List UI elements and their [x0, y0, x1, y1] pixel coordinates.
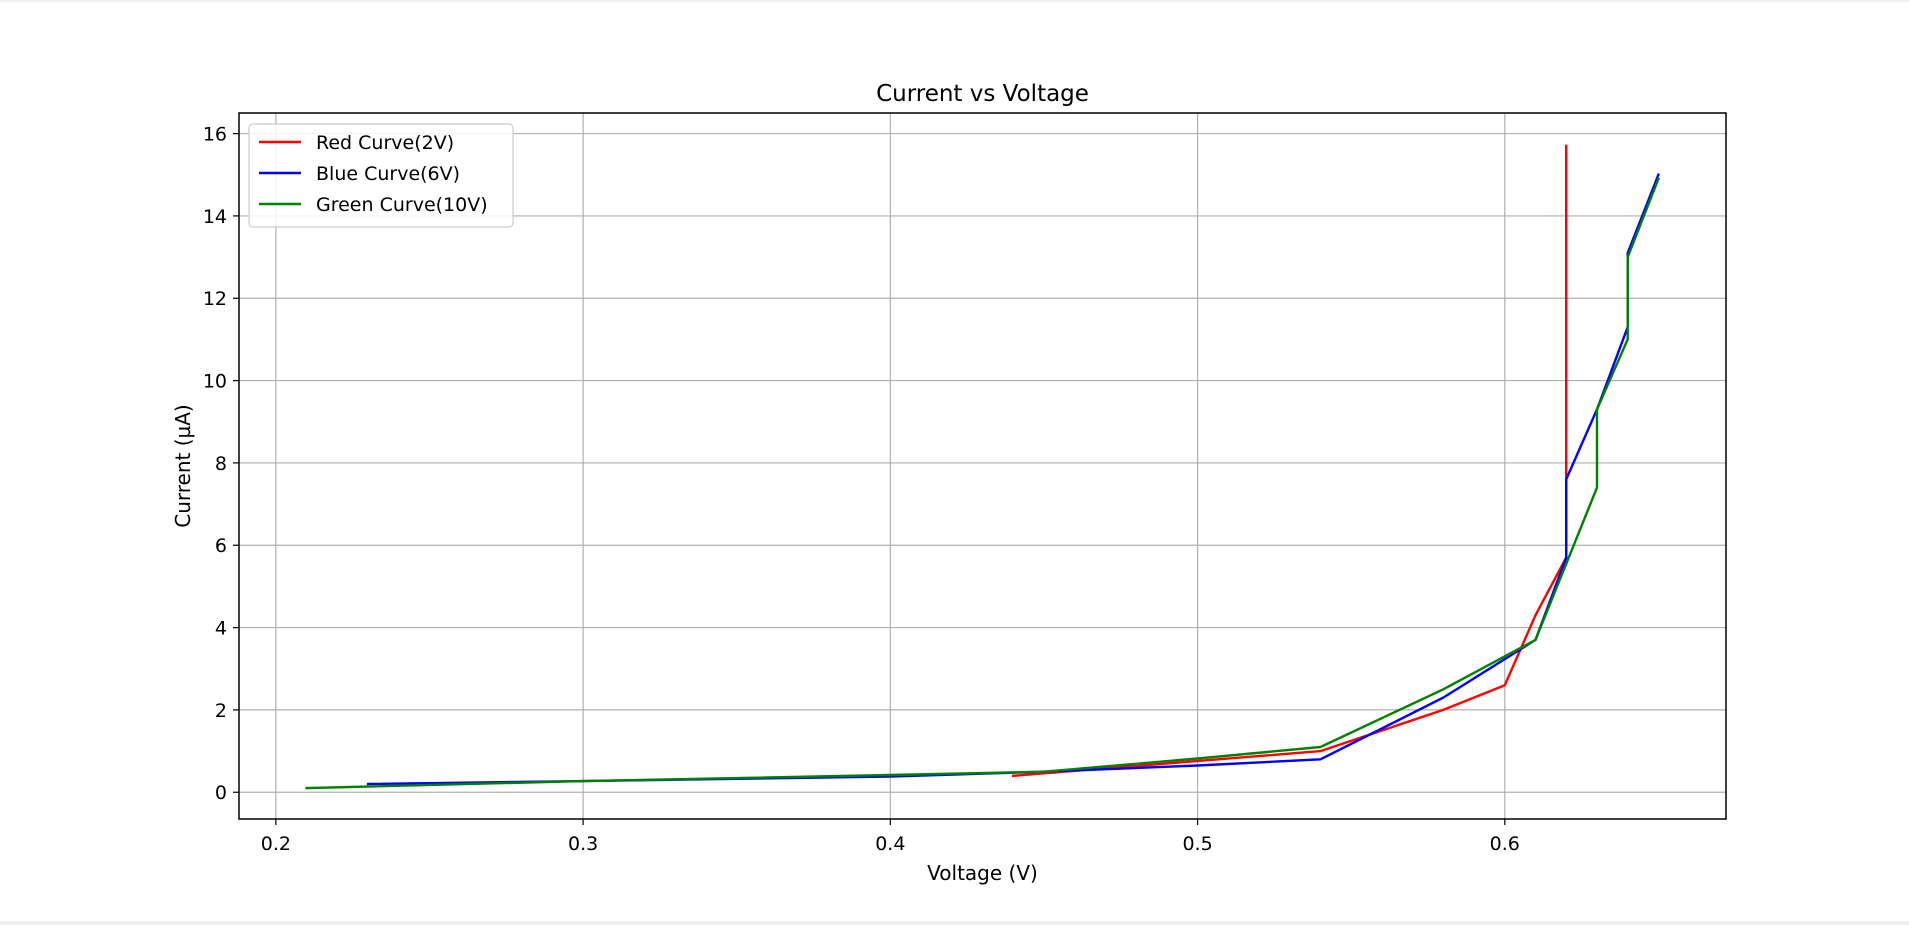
x-tick-label: 0.6	[1490, 833, 1520, 855]
y-tick-label: 4	[215, 618, 227, 640]
y-tick-label: 0	[215, 782, 227, 804]
legend-entry-label: Green Curve(10V)	[316, 194, 488, 216]
x-tick-label: 0.4	[875, 833, 905, 855]
y-tick-label: 12	[203, 288, 227, 310]
series-line-1	[1011, 144, 1568, 778]
grid	[239, 113, 1726, 819]
x-tick-label: 0.5	[1182, 833, 1212, 855]
legend-box	[248, 123, 514, 228]
x-axis-label: Voltage (V)	[927, 861, 1038, 885]
y-tick-label: 10	[203, 371, 227, 393]
legend-entry-label: Blue Curve(6V)	[316, 163, 460, 185]
series-lines	[305, 144, 1660, 790]
axes-frame	[238, 112, 1727, 820]
x-tick-label: 0.2	[261, 833, 291, 855]
x-tick-label: 0.3	[568, 833, 598, 855]
series-line-3	[305, 177, 1660, 790]
y-axis-ticks: 0 2 4 6 8 10 12 14 16	[203, 124, 239, 804]
y-tick-label: 2	[215, 700, 227, 722]
y-tick-label: 6	[215, 535, 227, 557]
y-tick-label: 14	[203, 206, 227, 228]
legend: Red Curve(2V) Blue Curve(6V) Green Curve(1…	[248, 123, 514, 228]
x-axis-ticks: 0.2 0.3 0.4 0.5 0.6	[261, 819, 1520, 855]
y-axis-label: Current (µA)	[171, 404, 195, 528]
chart-title: Current vs Voltage	[876, 81, 1089, 107]
series-line-2	[366, 173, 1660, 786]
y-tick-label: 8	[215, 453, 227, 475]
y-tick-label: 16	[203, 124, 227, 146]
legend-entry-label: Red Curve(2V)	[316, 132, 454, 154]
